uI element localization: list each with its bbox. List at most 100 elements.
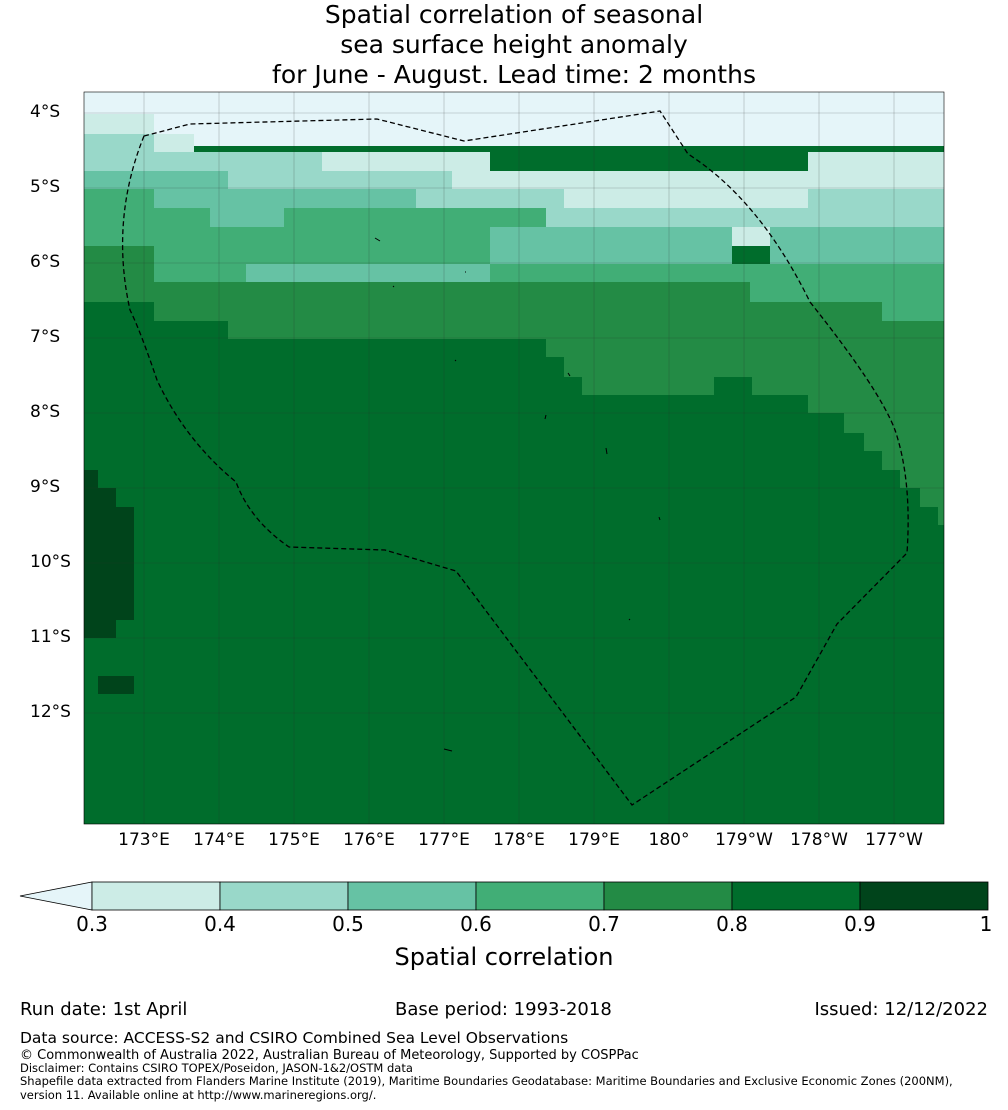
field-cell [84,134,154,171]
colorbar-under-arrow [19,881,93,911]
copyright: © Commonwealth of Australia 2022, Austra… [20,1048,639,1063]
correlation-field [84,92,944,824]
lon-label: 175°E [268,830,320,850]
map-gridlines [84,92,944,824]
field-cell [882,451,944,470]
colorbar-swatch [603,881,733,911]
field-cell [564,357,944,377]
field-cell [154,282,750,302]
field-cell [116,507,134,620]
colorbar-swatch [731,881,861,911]
field-cell [416,189,564,208]
lat-label: 11°S [30,627,71,647]
field-cell [808,395,944,413]
colorbar-tick-label: 0.5 [332,912,364,936]
field-cell [284,208,358,227]
island-7 [605,447,608,455]
colorbar-tick-label: 1 [979,912,993,936]
field-cell [228,171,452,189]
eez-boundary-dashed [121,110,909,806]
lat-label: 6°S [30,252,61,272]
lon-label: 177°W [865,830,923,850]
field-band [84,92,944,146]
lat-label: 9°S [30,477,61,497]
field-cell [210,208,284,227]
lon-label: 176°E [343,830,395,850]
field-cell [808,189,944,227]
shapefile-note: Shapefile data extracted from Flanders M… [20,1074,953,1088]
field-cell [864,433,944,451]
field-cell [750,282,944,302]
field-cell [582,377,714,395]
field-cell [154,208,210,264]
field-cell [154,302,882,321]
islands [374,237,661,752]
field-cell [154,134,194,152]
island-9 [628,618,631,621]
island-5 [567,372,571,377]
field-cell [490,227,658,264]
field-cell [98,488,116,638]
field-cell [808,152,944,189]
field-cell [658,227,732,264]
field-cell [84,171,228,189]
field-cell [84,470,98,638]
colorbar-swatch [347,881,477,911]
field-cell [452,171,808,189]
field-cell [210,227,490,264]
field-cell [900,470,944,488]
field-cell [732,227,770,246]
colorbar-tick-label: 0.9 [844,912,876,936]
field-cell [752,377,944,395]
field-cell [84,114,154,134]
field-cell [228,321,944,339]
colorbar-label: Spatial correlation [394,943,614,971]
colorbar-swatch [91,881,221,911]
island-1 [374,237,381,242]
lon-label: 179°E [568,830,620,850]
lat-label: 12°S [30,702,71,722]
field-cell [546,339,944,357]
field-cell [564,189,808,208]
map-frame [83,91,945,825]
field-cell [770,227,944,264]
island-8 [658,516,661,521]
colorbar-tick-label: 0.8 [716,912,748,936]
lon-label: 177°E [418,830,470,850]
field-cell [938,507,944,525]
colorbar [19,881,989,911]
island-2 [392,285,395,288]
field-cell [84,189,154,246]
run-date: Run date: 1st April [20,999,188,1020]
lat-label: 5°S [30,177,61,197]
field-cell [154,152,322,171]
lon-label: 179°W [715,830,773,850]
field-cell [154,264,246,282]
colorbar-tick-label: 0.6 [460,912,492,936]
field-cell [98,676,134,694]
lat-label: 7°S [30,327,61,347]
lon-label: 173°E [118,830,170,850]
disclaimer: Disclaimer: Contains CSIRO TOPEX/Poseido… [20,1061,413,1075]
base-period: Base period: 1993-2018 [395,999,612,1020]
field-cell [358,208,546,227]
field-cell [882,302,944,321]
lat-label: 8°S [30,402,61,422]
lon-label: 174°E [193,830,245,850]
lon-label: 178°E [493,830,545,850]
lat-label: 4°S [30,102,61,122]
lon-label: 180° [648,830,690,850]
issued-date: Issued: 12/12/2022 [814,999,988,1020]
lat-label: 10°S [30,552,71,572]
island-6 [544,414,547,420]
title-line-3: for June - August. Lead time: 2 months [272,60,756,89]
colorbar-swatch [475,881,605,911]
field-cell [920,488,944,507]
shapefile-note-2: version 11. Available online at http://w… [20,1088,377,1102]
lon-label: 178°W [790,830,848,850]
field-cell [246,264,490,282]
colorbar-tick-label: 0.7 [588,912,620,936]
field-cell [154,189,416,208]
island-4 [454,359,457,362]
